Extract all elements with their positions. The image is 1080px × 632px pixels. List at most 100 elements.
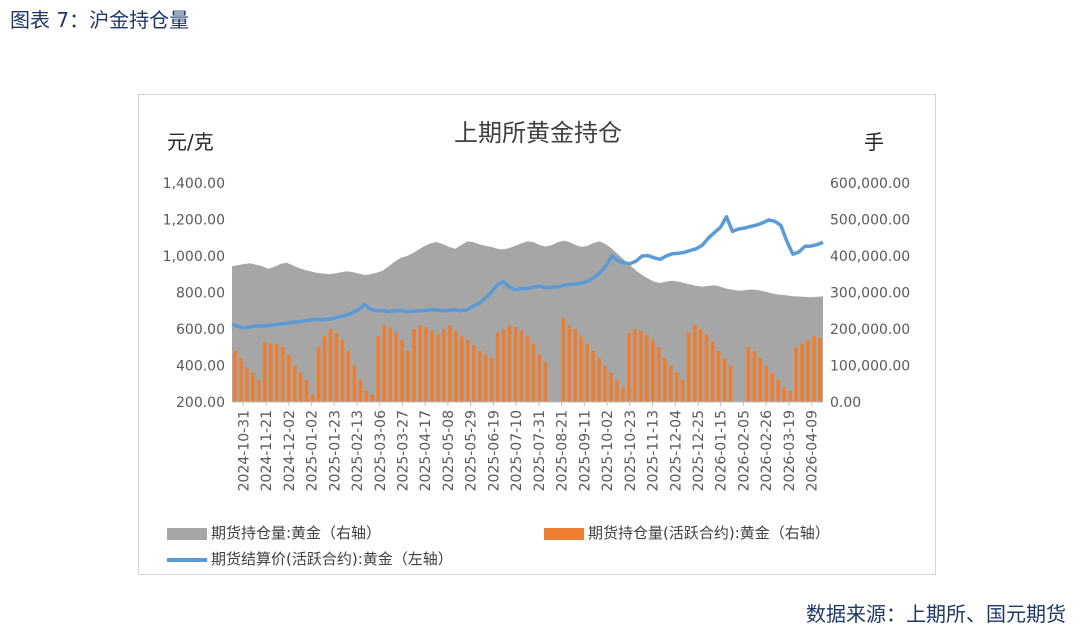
active-holdings-bar: [466, 339, 470, 402]
legend-swatch-orange: [544, 527, 584, 540]
active-holdings-bar: [591, 350, 595, 402]
x-tick-label: 2025-03-27: [396, 410, 412, 491]
active-holdings-bar: [501, 329, 506, 402]
active-holdings-bar: [376, 336, 381, 402]
left-axis-unit: 元/克: [167, 130, 214, 154]
active-holdings-bar: [478, 350, 482, 402]
active-holdings-bar: [794, 347, 798, 403]
x-tick-label: 2025-01-02: [305, 410, 321, 491]
active-holdings-bar: [579, 336, 583, 402]
active-holdings-bar: [310, 394, 315, 402]
active-holdings-bar: [370, 394, 375, 402]
active-holdings-bar: [286, 354, 291, 402]
active-holdings-bar: [818, 338, 822, 402]
active-holdings-bar: [412, 329, 416, 402]
active-holdings-bar: [704, 334, 709, 402]
active-holdings-bar: [292, 365, 297, 402]
x-tick-label: 2025-12-25: [691, 410, 707, 491]
y-right-tick-label: 300,000.00: [830, 286, 910, 302]
active-holdings-bar: [430, 330, 434, 402]
active-holdings-bar: [495, 332, 500, 402]
active-holdings-bar: [436, 334, 440, 402]
x-tick-label: 2026-04-09: [805, 410, 821, 491]
chart-frame: 上期所黄金持仓 元/克 手 1,400.00 1,200.00 1,000.00 80…: [138, 94, 936, 575]
active-holdings-bar: [346, 350, 351, 402]
active-holdings-bar: [358, 380, 363, 402]
active-holdings-bar: [692, 325, 697, 402]
active-holdings-bar: [245, 367, 249, 402]
active-holdings-bar: [281, 347, 285, 403]
active-holdings-bar: [710, 341, 715, 402]
active-holdings-bar: [567, 325, 572, 402]
active-holdings-bar: [615, 380, 619, 402]
active-holdings-bar: [400, 339, 404, 402]
active-holdings-bar: [275, 344, 279, 402]
x-tick-label: 2025-04-17: [418, 410, 434, 491]
active-holdings-bar: [424, 327, 428, 402]
x-tick-label: 2025-01-23: [327, 410, 343, 491]
active-holdings-bar: [621, 387, 625, 402]
active-holdings-bar: [340, 339, 345, 402]
active-holdings-bar: [770, 372, 775, 402]
active-holdings-bar: [460, 336, 464, 402]
active-holdings-bar: [334, 332, 339, 402]
settlement-price-line-series: [231, 215, 824, 330]
active-holdings-bar: [519, 330, 524, 402]
active-holdings-bar: [627, 332, 631, 402]
active-holdings-bar: [472, 345, 476, 402]
x-tick-label: 2025-06-19: [486, 410, 502, 491]
active-holdings-bar: [233, 350, 237, 402]
active-holdings-bar: [561, 318, 566, 402]
y-left-tick-label: 1,000.00: [163, 249, 225, 265]
active-holdings-bar: [388, 327, 392, 402]
active-holdings-bar: [597, 358, 601, 402]
active-holdings-bar: [483, 354, 488, 402]
y-right-tick-label: 200,000.00: [830, 322, 910, 338]
active-holdings-bar: [663, 358, 667, 402]
active-holdings-bar: [728, 365, 733, 402]
active-holdings-bar: [645, 334, 649, 402]
x-tick-label: 2024-11-21: [259, 410, 275, 491]
active-holdings-bar: [406, 350, 410, 402]
legend-item-active-holdings: 期货持仓量(活跃合约):黄金（右轴）: [544, 522, 830, 543]
active-holdings-bar: [298, 372, 303, 402]
chart-title: 上期所黄金持仓: [454, 119, 622, 147]
x-tick-label: 2025-07-31: [532, 410, 548, 491]
active-holdings-bar: [328, 329, 333, 402]
active-holdings-bar: [543, 361, 548, 402]
active-holdings-bar: [507, 325, 512, 402]
x-tick-label: 2026-03-19: [782, 410, 798, 491]
x-tick-label: 2025-02-13: [350, 410, 366, 491]
active-holdings-bar: [257, 380, 261, 402]
active-holdings-bar: [812, 336, 816, 402]
y-right-tick-label: 400,000.00: [830, 249, 910, 265]
active-holdings-bar: [722, 358, 727, 402]
active-holdings-bar: [537, 354, 542, 402]
active-holdings-bar: [698, 329, 703, 402]
active-holdings-bar: [364, 391, 369, 402]
legend-item-settlement-price: 期货结算价(活跃合约):黄金（左轴）: [167, 548, 453, 569]
y-left-tick-label: 1,200.00: [163, 213, 225, 229]
active-holdings-bar: [585, 343, 589, 402]
legend-item-holdings: 期货持仓量:黄金（右轴）: [167, 522, 381, 543]
active-holdings-bar: [513, 327, 518, 402]
active-holdings-bar: [633, 329, 637, 402]
active-holdings-bar: [746, 347, 751, 403]
active-holdings-bar: [758, 358, 763, 402]
y-right-tick-label: 100,000.00: [830, 359, 910, 375]
active-holdings-bar: [251, 372, 255, 402]
active-holdings-bar: [651, 339, 655, 402]
y-left-tick-label: 600.00: [176, 322, 225, 338]
data-source: 数据来源：上期所、国元期货: [806, 602, 1066, 626]
active-holdings-bar: [603, 365, 607, 402]
x-tick-label: 2025-08-21: [555, 410, 571, 491]
active-holdings-bar: [239, 358, 243, 402]
x-tick-label: 2025-10-23: [623, 410, 639, 491]
x-tick-label: 2025-05-08: [441, 410, 457, 491]
active-holdings-bar: [525, 336, 530, 402]
settlement-price-line: [231, 215, 824, 330]
x-tick-label: 2026-01-15: [714, 410, 730, 491]
active-holdings-bar: [448, 325, 452, 402]
active-holdings-bar: [418, 325, 422, 402]
active-holdings-bar: [316, 347, 321, 403]
